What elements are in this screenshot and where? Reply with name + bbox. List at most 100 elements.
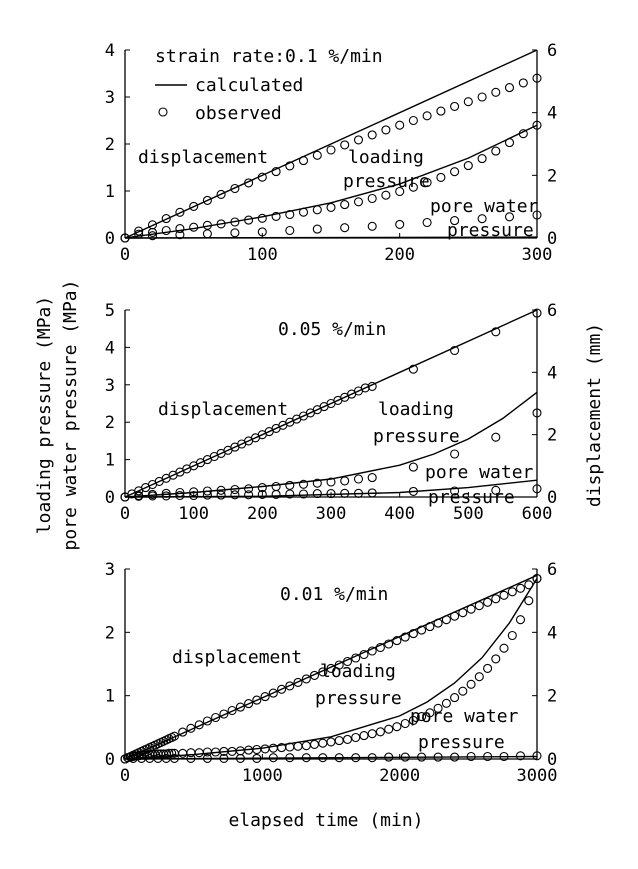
annotation-pore-1: pore water <box>425 462 534 483</box>
observed-point-loading-pressure <box>441 698 451 708</box>
observed-point-displacement <box>433 618 443 628</box>
observed-point-pore-water-pressure <box>433 752 443 762</box>
observed-point-pore-water-pressure <box>340 223 350 233</box>
observed-point-displacement <box>483 597 493 607</box>
observed-point-displacement <box>257 172 267 182</box>
observed-point-pore-water-pressure <box>147 231 158 241</box>
observed-point-displacement <box>450 101 460 111</box>
observed-point-displacement <box>367 381 377 391</box>
x-tick-label: 600 <box>522 504 553 524</box>
observed-point-loading-pressure <box>532 408 542 418</box>
observed-point-pore-water-pressure <box>450 216 460 226</box>
x-tick-label: 400 <box>384 504 415 524</box>
observed-point-loading-pressure <box>194 748 204 758</box>
annotation-loading-2: pressure <box>373 426 460 447</box>
observed-point-displacement <box>367 130 377 140</box>
observed-point-pore-water-pressure <box>285 753 295 763</box>
observed-point-loading-pressure <box>381 190 391 200</box>
y-left-label-line1: loading pressure (MPa) <box>34 296 55 534</box>
observed-point-loading-pressure <box>309 739 320 749</box>
x-tick-label: 100 <box>178 504 209 524</box>
x-tick-label: 100 <box>247 245 278 265</box>
observed-point-pore-water-pressure <box>230 490 240 500</box>
observed-point-loading-pressure <box>147 227 158 237</box>
y-left-tick-label: 2 <box>105 135 115 155</box>
observed-point-loading-pressure <box>408 182 418 192</box>
observed-point-displacement <box>408 364 418 374</box>
observed-point-pore-water-pressure <box>450 752 460 762</box>
observed-point-loading-pressure <box>340 200 350 210</box>
observed-point-pore-water-pressure <box>189 490 199 501</box>
observed-point-loading-pressure <box>351 732 361 743</box>
observed-point-displacement <box>175 207 185 217</box>
y-right-tick-label: 2 <box>547 166 557 186</box>
calculated-line-pore-water-pressure <box>124 755 538 760</box>
annotation-loading-1: loading <box>378 399 454 420</box>
observed-point-pore-water-pressure <box>161 491 171 501</box>
observed-point-loading-pressure <box>395 186 405 197</box>
panel-title: strain rate:0.1 %/min <box>155 46 383 67</box>
observed-point-displacement <box>161 214 171 224</box>
x-tick-label: 0 <box>120 504 130 524</box>
observed-point-displacement <box>507 587 517 597</box>
observed-point-loading-pressure <box>301 741 311 751</box>
observed-point-displacement <box>244 178 254 188</box>
observed-point-displacement <box>194 720 204 730</box>
y-left-tick-label: 3 <box>105 376 115 396</box>
observed-point-loading-pressure <box>417 712 427 722</box>
observed-point-loading-pressure <box>244 484 254 494</box>
observed-point-pore-water-pressure <box>353 488 364 498</box>
observed-point-loading-pressure <box>167 748 177 758</box>
observed-point-loading-pressure <box>312 478 322 488</box>
observed-point-displacement <box>450 345 460 356</box>
observed-point-pore-water-pressure <box>499 751 509 762</box>
observed-point-loading-pressure <box>326 737 336 747</box>
x-tick-label: 200 <box>384 245 415 265</box>
observed-point-displacement <box>359 649 369 660</box>
y-right-tick-label: 0 <box>547 229 557 249</box>
observed-point-pore-water-pressure <box>395 219 405 229</box>
observed-point-pore-water-pressure <box>235 753 245 763</box>
y-right-tick-label: 0 <box>547 488 557 508</box>
observed-point-displacement <box>211 712 221 723</box>
observed-point-displacement <box>134 226 144 236</box>
x-tick-label: 200 <box>247 504 278 524</box>
calculated-line-displacement <box>124 49 538 239</box>
observed-point-displacement <box>417 625 427 635</box>
observed-point-loading-pressure <box>367 193 377 204</box>
observed-point-loading-pressure <box>463 161 473 171</box>
observed-point-loading-pressure <box>392 722 402 732</box>
observed-point-pore-water-pressure <box>408 486 418 496</box>
observed-point-displacement <box>326 145 336 155</box>
observed-point-pore-water-pressure <box>422 217 432 228</box>
observed-point-displacement <box>499 590 509 600</box>
observed-point-displacement <box>422 111 432 121</box>
observed-point-displacement <box>408 629 418 639</box>
observed-point-loading-pressure <box>318 738 328 748</box>
observed-point-pore-water-pressure <box>318 753 328 763</box>
observed-point-displacement <box>532 73 542 83</box>
observed-point-loading-pressure <box>491 654 501 664</box>
y-left-tick-label: 4 <box>105 41 115 61</box>
observed-point-pore-water-pressure <box>120 233 130 243</box>
observed-point-loading-pressure <box>244 215 254 225</box>
observed-point-loading-pressure <box>285 480 295 490</box>
observed-point-loading-pressure <box>518 129 528 139</box>
observed-point-pore-water-pressure <box>202 753 212 763</box>
observed-point-pore-water-pressure <box>244 490 254 500</box>
observed-point-pore-water-pressure <box>367 488 377 498</box>
observed-point-pore-water-pressure <box>532 751 542 761</box>
observed-point-pore-water-pressure <box>298 489 309 499</box>
observed-point-displacement <box>395 120 405 130</box>
observed-point-loading-pressure <box>164 748 174 758</box>
annotation-pore-2: pressure <box>418 732 505 753</box>
y-right-tick-label: 6 <box>547 301 557 321</box>
y-left-tick-label: 1 <box>105 451 115 471</box>
x-tick-label: 500 <box>453 504 484 524</box>
observed-point-displacement <box>463 97 473 107</box>
observed-point-loading-pressure <box>326 477 336 487</box>
observed-point-displacement <box>425 622 435 632</box>
observed-point-pore-water-pressure <box>285 489 295 499</box>
y-right-tick-label: 0 <box>547 750 557 770</box>
